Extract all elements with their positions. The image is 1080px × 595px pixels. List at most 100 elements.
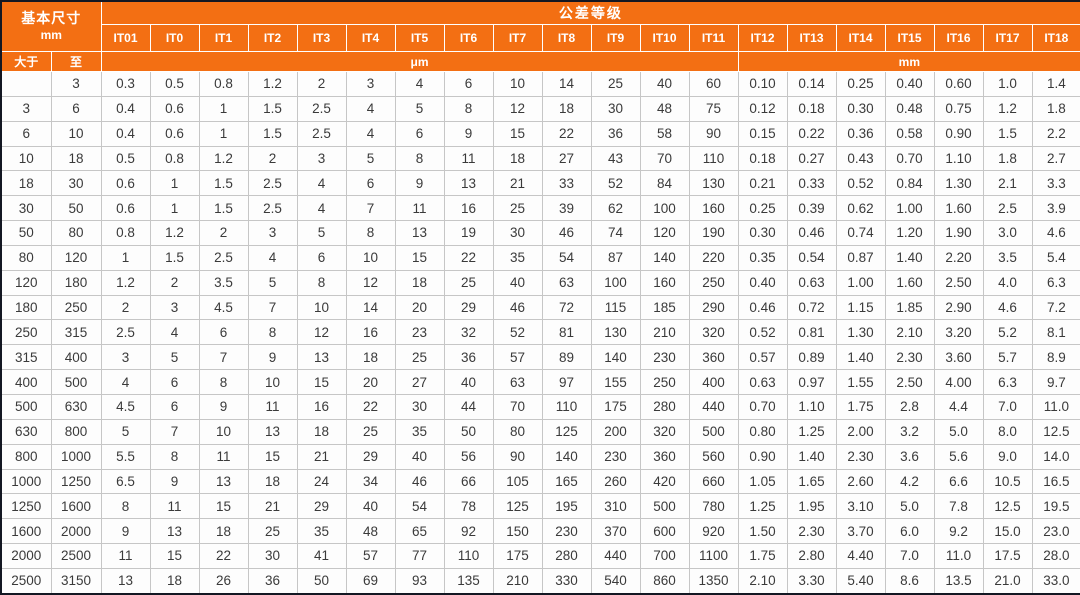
tolerance-value-cell: 46 [394,468,445,495]
tolerance-value-cell: 2.60 [835,468,886,495]
tolerance-value-cell: 7 [149,418,200,445]
table-row: 250 315 2.5 4 6 8 12 16 23 32 52 81 130 210 320 0.52 0.8… [0,319,1080,346]
size-upto-cell: 2000 [50,518,102,545]
tolerance-value-cell: 10 [247,369,298,395]
tolerance-value-cell: 39 [541,195,592,222]
tolerance-value-cell: 100 [590,269,641,296]
tolerance-value-cell: 110 [541,393,592,420]
tolerance-value-cell: 0.14 [786,71,837,97]
tolerance-value-cell: 52 [590,170,641,197]
tolerance-value-cell: 1.5 [247,95,298,122]
size-over-cell: 18 [0,170,52,197]
tolerance-value-cell: 6.0 [884,518,935,545]
tolerance-value-cell: 120 [639,220,690,246]
tolerance-value-cell: 13 [394,220,445,246]
table-body: 3 0.3 0.5 0.8 1.2 2 3 4 6 10 14 25 40 60 0.10 0.14 0.25 0… [0,71,1080,595]
tolerance-value-cell: 280 [639,393,690,420]
tolerance-value-cell: 40 [345,493,396,520]
tolerance-value-cell: 35 [296,518,347,545]
tolerance-value-cell: 5.7 [982,344,1033,371]
tolerance-value-cell: 0.5 [149,71,200,97]
tolerance-value-cell: 2.7 [1031,145,1080,172]
tolerance-value-cell: 1.15 [835,294,886,321]
tolerance-value-cell: 0.81 [786,319,837,346]
tolerance-value-cell: 1.5 [198,195,249,222]
tolerance-value-cell: 0.63 [737,369,788,395]
grade-header-it14: IT14 [835,24,886,52]
tolerance-value-cell: 3.70 [835,518,886,545]
tolerance-value-cell: 320 [688,319,739,346]
size-upto-cell: 2500 [50,543,102,569]
tolerance-value-cell: 22 [345,393,396,420]
grade-header-it3: IT3 [296,24,347,52]
tolerance-value-cell: 10 [492,71,543,97]
tolerance-value-cell: 70 [492,393,543,420]
tolerance-value-cell: 4 [345,120,396,147]
tolerance-value-cell: 2.1 [982,170,1033,197]
tolerance-value-cell: 41 [296,543,347,569]
tolerance-value-cell: 140 [639,244,690,271]
tolerance-value-cell: 1 [198,120,249,147]
grade-header-it6: IT6 [443,24,494,52]
tolerance-value-cell: 25 [443,269,494,296]
tolerance-value-cell: 115 [590,294,641,321]
tolerance-value-cell: 21 [296,443,347,470]
tolerance-value-cell: 2.50 [884,369,935,395]
size-over-cell: 6 [0,120,52,147]
tolerance-value-cell: 40 [443,369,494,395]
tolerance-value-cell: 21.0 [982,567,1033,595]
tolerance-value-cell: 3.2 [884,418,935,445]
table-header: 基本尺寸 mm 公差等级 IT01 IT0 IT1 IT2 IT3 IT4 IT5 IT6 IT… [0,0,1080,72]
grade-header-it13: IT13 [786,24,837,52]
tolerance-value-cell: 1.60 [884,269,935,296]
tolerance-value-cell: 8.1 [1031,319,1080,346]
tolerance-value-cell: 8 [296,269,347,296]
size-over-cell: 30 [0,195,52,222]
grade-header-it17: IT17 [982,24,1033,52]
tolerance-value-cell: 8 [247,319,298,346]
tolerance-value-cell: 15 [198,493,249,520]
tolerance-value-cell: 0.40 [884,71,935,97]
tolerance-value-cell: 6 [394,120,445,147]
size-over-cell [0,71,52,97]
tolerance-value-cell: 10 [345,244,396,271]
tolerance-value-cell: 36 [443,344,494,371]
tolerance-value-cell: 4.5 [198,294,249,321]
grade-header-it15: IT15 [884,24,935,52]
table-row: 2500 3150 13 18 26 36 50 69 93 135 210 330 540 860 135… [0,567,1080,595]
tolerance-value-cell: 1.2 [149,220,200,246]
tolerance-value-cell: 46 [541,220,592,246]
tolerance-value-cell: 3.10 [835,493,886,520]
tolerance-value-cell: 4 [149,319,200,346]
tolerance-value-cell: 17.5 [982,543,1033,569]
grade-header-it7: IT7 [492,24,543,52]
grade-header-it16: IT16 [933,24,984,52]
tolerance-value-cell: 18 [198,518,249,545]
header-row-grades: IT01 IT0 IT1 IT2 IT3 IT4 IT5 IT6 IT7 IT8 IT9 IT10 IT… [1,24,1080,52]
tolerance-value-cell: 22 [198,543,249,569]
tolerance-value-cell: 4.40 [835,543,886,569]
tolerance-value-cell: 3.30 [786,567,837,595]
tolerance-value-cell: 2.8 [884,393,935,420]
tolerance-value-cell: 2.5 [198,244,249,271]
tolerance-value-cell: 0.70 [737,393,788,420]
tolerance-value-cell: 0.25 [835,71,886,97]
tolerance-value-cell: 130 [688,170,739,197]
tolerance-value-cell: 4.0 [982,269,1033,296]
tolerance-value-cell: 11 [100,543,151,569]
size-upto-cell: 120 [50,244,102,271]
tolerance-value-cell: 22 [541,120,592,147]
tolerance-value-cell: 34 [345,468,396,495]
tolerance-value-cell: 70 [639,145,690,172]
tolerance-value-cell: 3.60 [933,344,984,371]
tolerance-value-cell: 0.70 [884,145,935,172]
tolerance-value-cell: 63 [541,269,592,296]
tolerance-value-cell: 0.4 [100,95,151,122]
tolerance-value-cell: 5 [247,269,298,296]
table-row: 400 500 4 6 8 10 15 20 27 40 63 97 155 250 400 0.63 0.97… [0,369,1080,395]
tolerance-value-cell: 7 [247,294,298,321]
tolerance-value-cell: 29 [443,294,494,321]
tolerance-value-cell: 11 [394,195,445,222]
